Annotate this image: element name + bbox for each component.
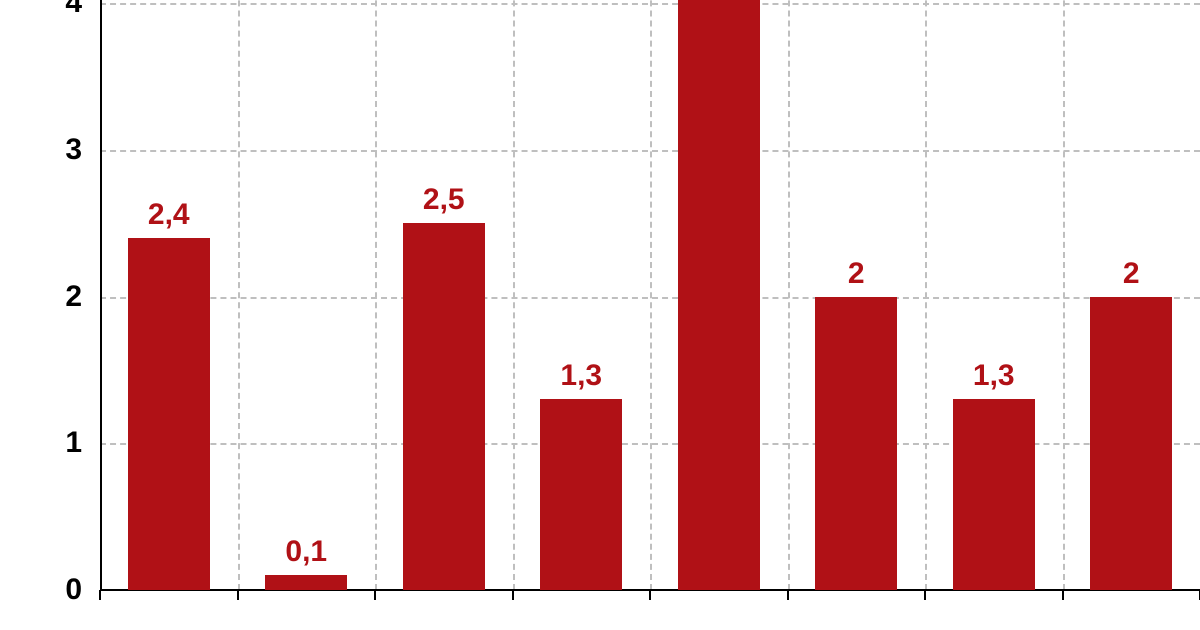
gridline-vertical	[788, 0, 790, 590]
y-tick-label: 4	[65, 0, 100, 20]
bar-value-label: 2,5	[423, 183, 465, 217]
gridline-vertical	[1063, 0, 1065, 590]
x-tick	[99, 590, 101, 600]
bar-value-label: 1,3	[973, 359, 1015, 393]
bar-value-label: 1,3	[560, 359, 602, 393]
y-tick-label: 1	[65, 426, 100, 460]
gridline-vertical	[513, 0, 515, 590]
bar	[540, 399, 622, 590]
plot-area: 012342,40,12,51,34,421,32	[100, 0, 1200, 590]
bar	[265, 575, 347, 590]
bar-value-label: 0,1	[285, 535, 327, 569]
x-tick	[237, 590, 239, 600]
bar	[128, 238, 210, 590]
bar	[953, 399, 1035, 590]
bar-value-label: 2,4	[148, 198, 190, 232]
bar	[403, 223, 485, 590]
y-tick-label: 2	[65, 280, 100, 314]
y-axis-line	[100, 0, 102, 590]
y-tick-label: 3	[65, 133, 100, 167]
x-tick	[787, 590, 789, 600]
bar-chart: 012342,40,12,51,34,421,32	[0, 0, 1200, 630]
bar	[815, 297, 897, 590]
y-tick-label: 0	[65, 573, 100, 607]
gridline-vertical	[650, 0, 652, 590]
bar	[1090, 297, 1172, 590]
bar-value-label: 2	[1123, 257, 1140, 291]
x-tick	[924, 590, 926, 600]
x-tick	[512, 590, 514, 600]
gridline-vertical	[238, 0, 240, 590]
bar	[678, 0, 760, 590]
bar-value-label: 2	[848, 257, 865, 291]
x-tick	[374, 590, 376, 600]
x-tick	[649, 590, 651, 600]
gridline-vertical	[925, 0, 927, 590]
gridline-vertical	[375, 0, 377, 590]
x-tick	[1062, 590, 1064, 600]
